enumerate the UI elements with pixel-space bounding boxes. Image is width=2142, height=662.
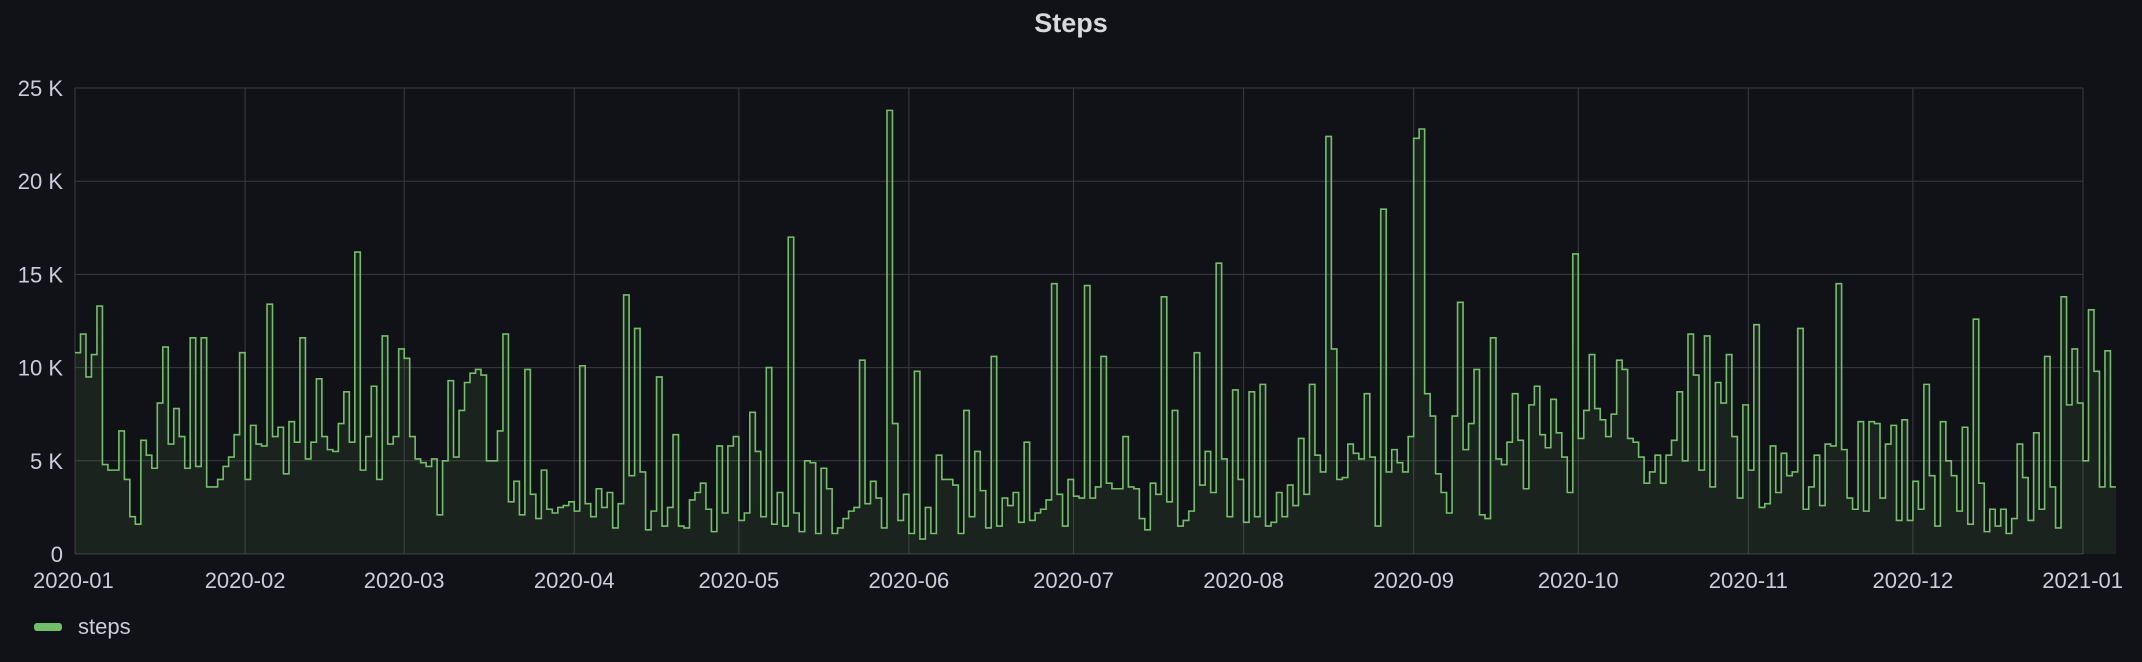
y-tick-label: 20 K <box>18 169 64 194</box>
x-axis: 2020-01 2020-02 2020-03 2020-04 2020-05 2020-… <box>33 568 2123 593</box>
chart-title: Steps <box>1034 8 1108 38</box>
x-tick-label: 2020-02 <box>205 568 286 593</box>
x-tick-label: 2020-11 <box>1709 568 1788 593</box>
series-line-steps <box>75 109 2116 540</box>
x-tick-label: 2020-05 <box>698 568 779 593</box>
y-tick-label: 25 K <box>18 76 64 101</box>
x-tick-label: 2020-08 <box>1203 568 1284 593</box>
x-tick-label: 2020-03 <box>364 568 445 593</box>
x-tick-label: 2021-01 <box>2042 568 2123 593</box>
y-tick-label: 10 K <box>18 356 64 381</box>
x-tick-label: 2020-04 <box>534 568 615 593</box>
x-tick-label: 2020-07 <box>1033 568 1114 593</box>
x-tick-label: 2020-01 <box>33 568 114 593</box>
x-tick-label: 2020-06 <box>869 568 950 593</box>
x-tick-label: 2020-09 <box>1373 568 1454 593</box>
x-tick-label: 2020-12 <box>1873 568 1954 593</box>
legend-swatch-steps <box>34 623 62 631</box>
y-tick-label: 15 K <box>18 262 64 287</box>
x-tick-label: 2020-10 <box>1538 568 1619 593</box>
y-axis: 0 5 K 10 K 15 K 20 K 25 K <box>18 76 64 567</box>
legend-label-steps[interactable]: steps <box>78 614 131 639</box>
legend[interactable]: steps <box>34 614 131 640</box>
y-tick-label: 5 K <box>30 449 63 474</box>
y-tick-label: 0 <box>51 542 63 567</box>
